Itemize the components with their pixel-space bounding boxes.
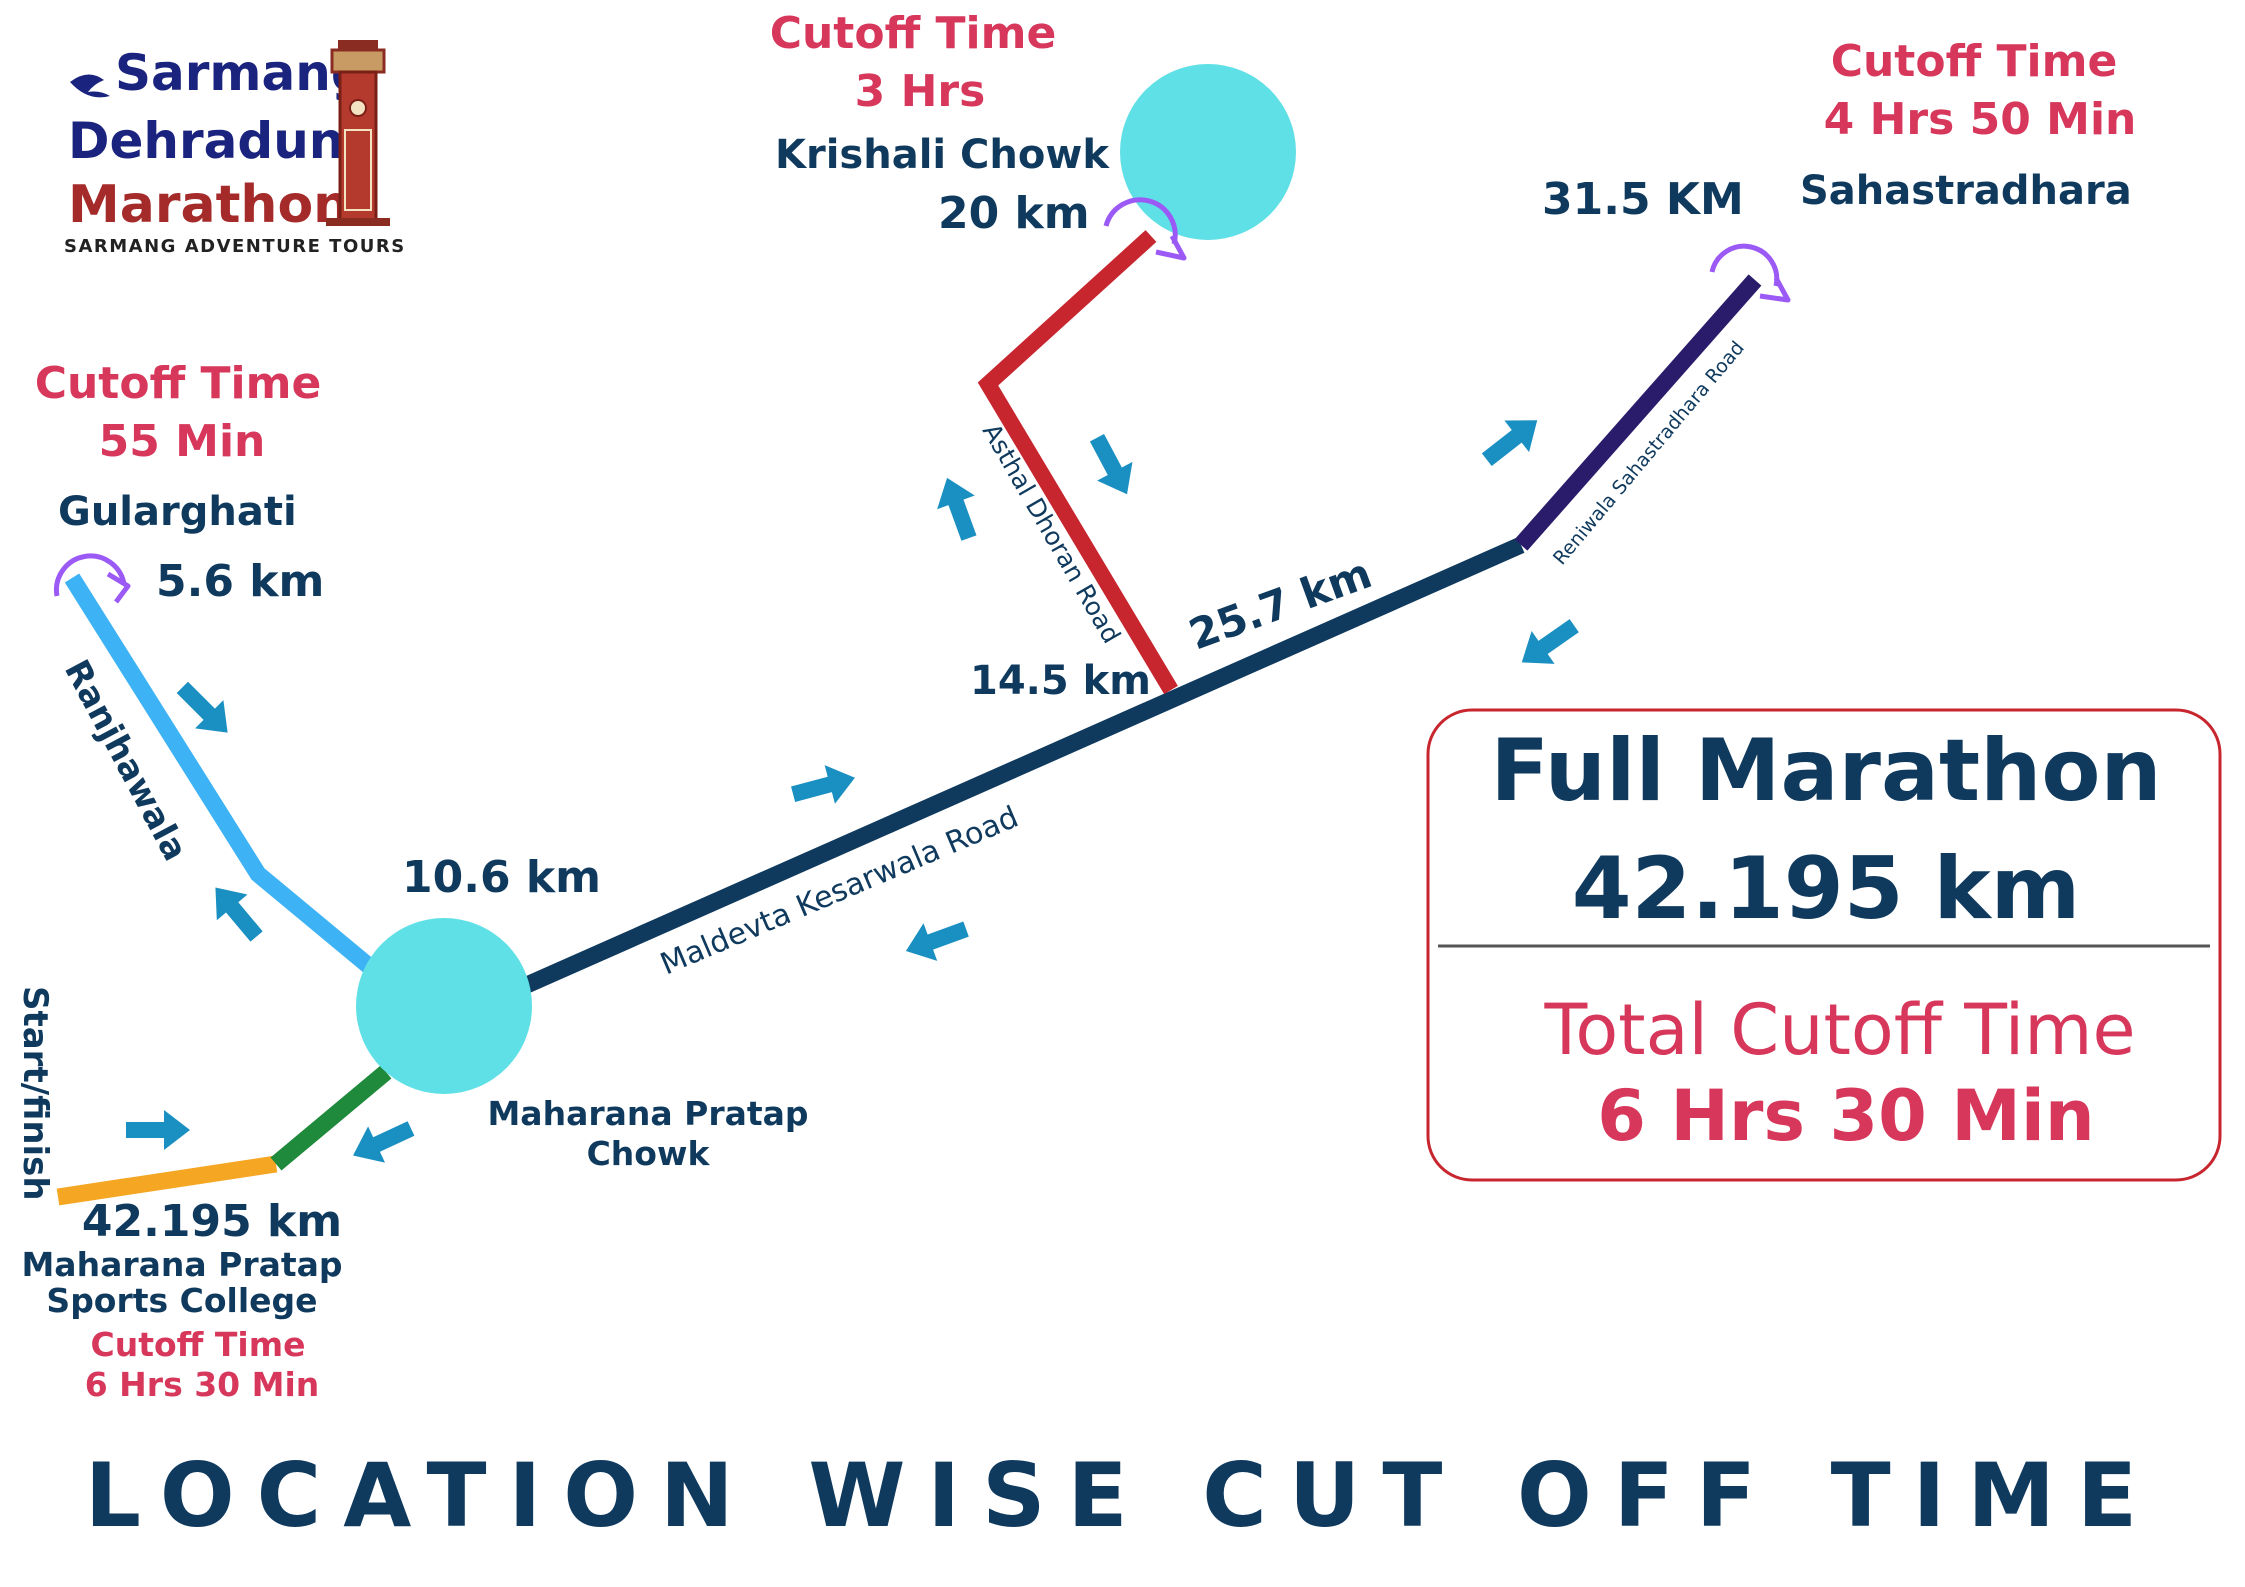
page-title: LOCATION WISE CUT OFF TIME xyxy=(85,1444,2159,1547)
cutoff-label: Cutoff Time xyxy=(1831,36,2118,87)
link-segment xyxy=(270,1065,392,1171)
arrow-icon xyxy=(1521,619,1579,664)
start-finish-label: Start/finish xyxy=(15,986,55,1201)
summary-distance: 42.195 km xyxy=(1572,839,2081,939)
cutoff-label: Cutoff Time xyxy=(35,358,322,409)
summary-box: Full Marathon 42.195 km Total Cutoff Tim… xyxy=(1426,708,2222,1182)
checkpoint-distance: 5.6 km xyxy=(156,556,324,607)
checkpoint-distance: 10.6 km xyxy=(402,852,601,903)
road-label-ranjhawala: Ranjhawala xyxy=(56,653,195,867)
arrow-icon xyxy=(937,477,977,541)
krishali-chowk-node xyxy=(1120,64,1296,240)
checkpoint-junction: 14.5 km xyxy=(970,658,1151,704)
maharana-chowk-node xyxy=(356,918,532,1094)
u-turn-icon xyxy=(1103,197,1187,261)
checkpoint-gularghati: Cutoff Time 55 Min Gularghati 5.6 km xyxy=(35,358,325,607)
asthal-segment xyxy=(977,230,1178,695)
summary-cutoff-label: Total Cutoff Time xyxy=(1543,989,2135,1071)
cutoff-value: 4 Hrs 50 Min xyxy=(1824,94,2137,145)
checkpoint-finish: Start/finish 42.195 km Maharana Pratap S… xyxy=(15,986,343,1404)
logo-line1: Sarmang xyxy=(115,44,367,102)
checkpoint-maharana-chowk: 10.6 km Maharana Pratap Chowk xyxy=(402,852,809,1173)
summary-cutoff-value: 6 Hrs 30 Min xyxy=(1597,1075,2095,1157)
logo-line2: Dehradun xyxy=(68,112,344,170)
checkpoint-krishali: Cutoff Time 3 Hrs Krishali Chowk 20 km xyxy=(770,8,1111,239)
u-turn-icon xyxy=(1709,243,1791,303)
arrow-icon xyxy=(176,681,228,733)
arrow-icon xyxy=(215,887,263,942)
logo-tagline: SARMANG ADVENTURE TOURS xyxy=(64,236,406,257)
road-label-maldevta: Maldevta Kesarwala Road xyxy=(655,800,1023,983)
arrow-icon xyxy=(905,921,969,961)
checkpoint-distance: 31.5 KM xyxy=(1542,174,1744,225)
checkpoint-name: Sahastradhara xyxy=(1800,168,2132,214)
logo-line3: Marathon xyxy=(68,175,350,235)
maldevta-segment xyxy=(516,537,1525,996)
summary-heading: Full Marathon xyxy=(1490,721,2161,821)
checkpoint-sahastradhara: Cutoff Time 4 Hrs 50 Min Sahastradhara 3… xyxy=(1542,36,2136,225)
start-segment xyxy=(56,1155,278,1206)
checkpoint-name-line2: Sports College xyxy=(46,1281,317,1320)
direction-arrows xyxy=(126,420,1579,1163)
arrow-icon xyxy=(791,765,855,804)
cutoff-label: Cutoff Time xyxy=(770,8,1057,59)
u-turn-icon xyxy=(53,553,131,604)
cutoff-value: 3 Hrs xyxy=(855,66,986,117)
checkpoint-name: Krishali Chowk xyxy=(775,132,1110,178)
ranjhawala-segment xyxy=(64,573,382,979)
arrow-icon xyxy=(1089,433,1133,495)
cutoff-value: 55 Min xyxy=(99,416,266,467)
checkpoint-distance: 20 km xyxy=(938,188,1090,239)
checkpoint-name-line1: Maharana Pratap xyxy=(487,1094,808,1133)
checkpoint-distance: 14.5 km xyxy=(970,658,1151,704)
checkpoint-distance: 42.195 km xyxy=(82,1196,342,1247)
checkpoint-name-line2: Chowk xyxy=(587,1134,711,1173)
clock-tower-icon xyxy=(326,40,390,226)
route-lines xyxy=(56,230,1762,1206)
runner-swoosh-icon xyxy=(70,74,110,98)
arrow-icon xyxy=(1481,420,1538,467)
cutoff-label: Cutoff Time xyxy=(91,1325,306,1364)
road-label-reniwala: Reniwala Sahastradhara Road xyxy=(1549,337,1749,569)
logo: Sarmang Dehradun Marathon SARMANG ADVENT… xyxy=(64,40,406,257)
arrow-icon xyxy=(126,1110,190,1150)
reniwala-segment xyxy=(1514,274,1762,551)
checkpoint-name-line1: Maharana Pratap xyxy=(21,1245,342,1284)
arrow-icon xyxy=(352,1121,415,1163)
cutoff-value: 6 Hrs 30 Min xyxy=(85,1365,320,1404)
checkpoint-name: Gularghati xyxy=(58,489,297,535)
